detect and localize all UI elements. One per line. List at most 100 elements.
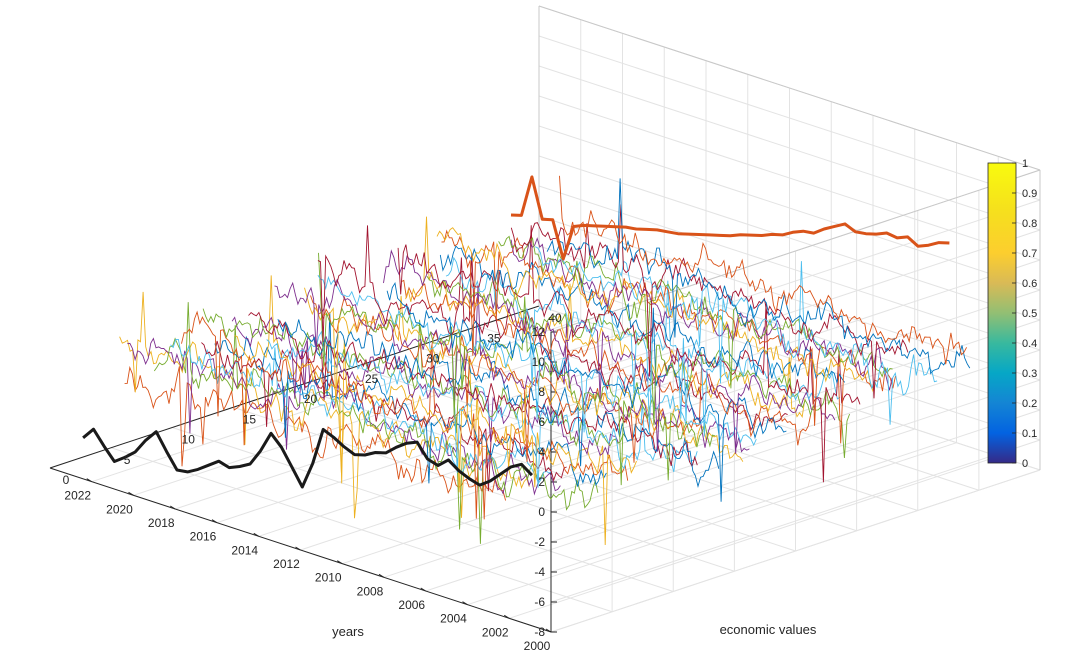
- z-tick-label: 8: [538, 385, 545, 399]
- grid-line-z: [538, 185, 1041, 351]
- x-tick-label: 2018: [148, 516, 175, 530]
- grid-line-z: [550, 319, 1041, 483]
- x-tick-label: 2012: [273, 557, 300, 571]
- y-tick-label: 35: [487, 331, 501, 345]
- colorbar-tick-label: 0: [1022, 458, 1028, 470]
- colorbar-tick-label: 0.2: [1022, 398, 1037, 410]
- x-tick-mark: [503, 614, 510, 619]
- tick-labels: 20 0 0 2002 2004 2006 2008 2010 2012 2014 2016 2018…: [63, 311, 562, 653]
- colorbar-tick-label: 0.1: [1022, 428, 1037, 440]
- data-line-series: [202, 308, 627, 447]
- z-tick-label: 10: [532, 355, 546, 369]
- y-tick-label: 0: [63, 473, 70, 487]
- colorbar-tick-label: 0.8: [1022, 218, 1037, 230]
- grid-line-y: [110, 447, 613, 613]
- z-tick-label: 12: [532, 325, 546, 339]
- grid-line-z: [550, 199, 1041, 363]
- data-series: [82, 175, 971, 546]
- data-line-series: [119, 291, 530, 519]
- grid-line-z: [550, 259, 1041, 423]
- x-tick-label: 2020: [106, 502, 133, 516]
- grid-line-z: [538, 35, 1041, 201]
- x-tick-label: 2002: [482, 625, 509, 639]
- y-tick-label: 15: [243, 412, 257, 426]
- grid-line-z: [550, 469, 1041, 633]
- colorbar-tick-label: 1: [1022, 158, 1028, 170]
- z-tick-label: -8: [534, 625, 545, 639]
- x-tick-mark: [128, 491, 134, 496]
- grid-line-z: [550, 409, 1041, 573]
- x-tick-mark: [86, 478, 93, 483]
- z-tick-label: 2: [538, 475, 545, 489]
- y-tick-label: 5: [124, 453, 131, 467]
- x-tick-mark: [336, 560, 343, 565]
- colorbar-tick-label: 0.7: [1022, 248, 1037, 260]
- x-tick-label: 2006: [398, 598, 425, 612]
- grid-line-y: [233, 406, 735, 572]
- data-line-series: [277, 319, 720, 489]
- y-axis-label: economic values: [720, 622, 817, 637]
- data-line-series: [266, 330, 698, 488]
- grid-line-z: [550, 379, 1041, 543]
- grid-line-z: [550, 349, 1041, 513]
- data-line-series: [317, 274, 757, 447]
- colorbar-tick-label: 0.6: [1022, 278, 1037, 290]
- data-line-series: [386, 281, 787, 502]
- data-line-series: [310, 295, 703, 463]
- data-line-series: [201, 340, 567, 492]
- x-tick-mark: [545, 628, 552, 633]
- x-tick-mark: [211, 519, 218, 524]
- y-tick-label: 30: [426, 352, 440, 366]
- z-tick-label: -4: [534, 565, 545, 579]
- colorbar-tick-label: 0.4: [1022, 338, 1037, 350]
- y-tick-label: 25: [365, 372, 379, 386]
- data-line-series: [317, 225, 788, 432]
- box-edge: [538, 5, 1041, 171]
- z-tick-label: 0: [538, 505, 545, 519]
- grid-line-z: [550, 289, 1041, 453]
- data-line-series: [248, 311, 698, 468]
- x-tick-label: 2008: [357, 584, 384, 598]
- grid-line-z: [550, 439, 1041, 603]
- data-line-series: [181, 310, 629, 520]
- data-line-series: [400, 279, 812, 446]
- x-tick-mark: [378, 573, 385, 578]
- x-axis-label: years: [332, 624, 364, 639]
- data-line-series: [383, 249, 836, 454]
- data-line-series: [546, 178, 971, 375]
- data-line-series: [153, 302, 599, 544]
- z-tick-label: 4: [538, 445, 545, 459]
- z-tick-label: -2: [534, 535, 545, 549]
- y-tick-label: 20: [304, 392, 318, 406]
- data-line-series: [559, 175, 967, 365]
- box-edge: [550, 169, 1041, 333]
- x-tick-label: 2010: [315, 571, 342, 585]
- grid-line-z: [538, 65, 1041, 231]
- x-tick-label: 2022: [64, 489, 91, 503]
- z-tick-label: 6: [538, 415, 545, 429]
- colorbar-tick-label: 0.3: [1022, 368, 1037, 380]
- data-line-series: [445, 256, 841, 437]
- x-tick-label: 2014: [231, 543, 258, 557]
- data-line-series: [234, 275, 637, 546]
- data-line-series: [534, 246, 938, 425]
- grid-line-z: [538, 155, 1041, 321]
- colorbar-tick-label: 0.9: [1022, 188, 1037, 200]
- x-tick-mark: [295, 546, 301, 551]
- x-tick-label: 2016: [190, 530, 217, 544]
- data-line-series: [439, 245, 846, 384]
- x-tick-label: 2004: [440, 612, 467, 626]
- x-tick-mark: [169, 505, 176, 510]
- grid-line-z: [538, 95, 1041, 261]
- grid-line-z: [538, 125, 1041, 291]
- colorbar-bar: [987, 162, 1017, 464]
- y-tick-label: 40: [548, 311, 562, 325]
- data-line-series: [436, 227, 876, 393]
- x-tick-mark: [420, 587, 427, 592]
- data-line-series: [214, 312, 607, 487]
- y-tick-label: 10: [182, 433, 196, 447]
- z-tick-label: -6: [534, 595, 545, 609]
- colorbar-tick-label: 0.5: [1022, 308, 1037, 320]
- grid-line-y: [477, 325, 980, 491]
